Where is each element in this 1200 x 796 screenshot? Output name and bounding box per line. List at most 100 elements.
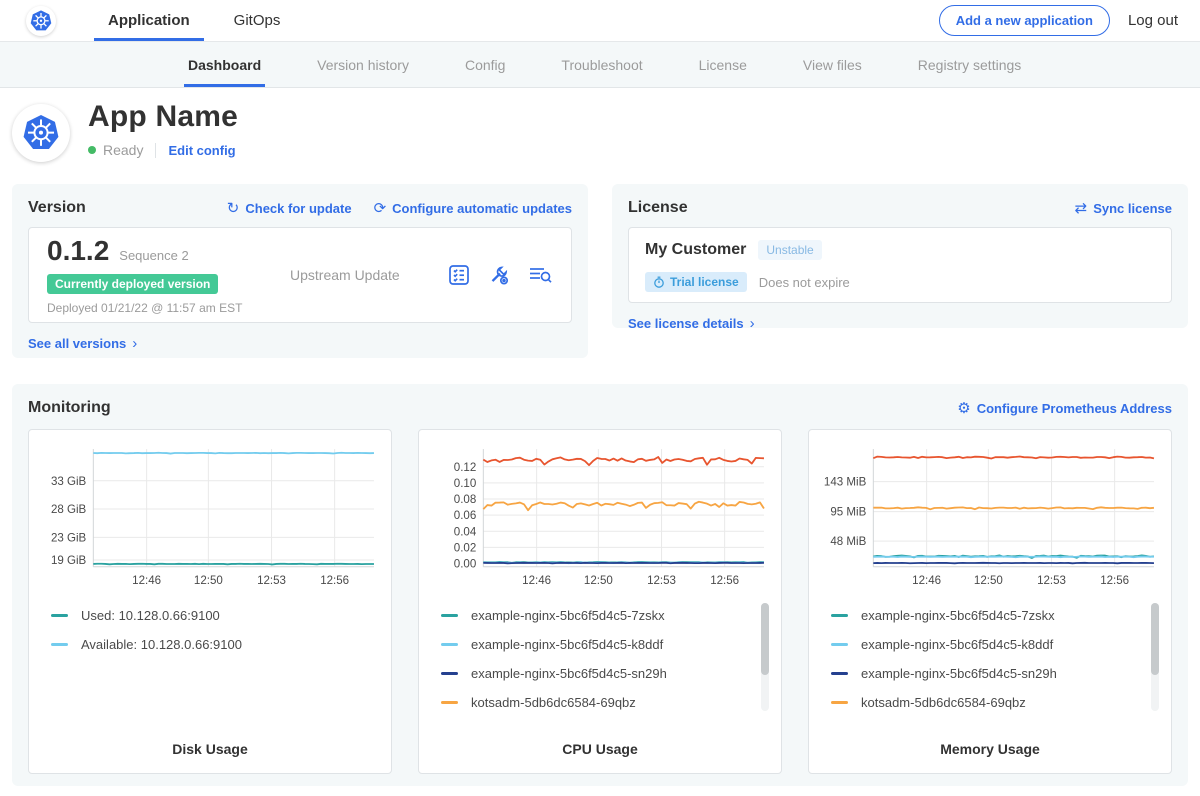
- configure-automatic-updates-link[interactable]: ⟳ Configure automatic updates: [374, 201, 572, 216]
- legend-item: example-nginx-5bc6f5d4c5-7zskx: [831, 601, 1161, 630]
- configure-automatic-updates-label: Configure automatic updates: [392, 200, 572, 216]
- svg-text:12:56: 12:56: [320, 575, 349, 587]
- legend-item: kotsadm-5db6dc6584-69qbz: [831, 688, 1161, 717]
- legend-scrollbar-thumb[interactable]: [761, 602, 769, 675]
- monitoring-title: Monitoring: [28, 399, 111, 416]
- legend-label: example-nginx-5bc6f5d4c5-7zskx: [471, 607, 665, 623]
- svg-text:12:50: 12:50: [974, 575, 1003, 587]
- cards-row: Version ↻ Check for update ⟳ Configure a…: [12, 184, 1188, 358]
- subnav-tab-version-history[interactable]: Version history: [317, 56, 409, 73]
- chevron-right-icon: ›: [132, 335, 138, 352]
- chart-plot-memory-usage: 143 MiB 95 MiB 48 MiB 12:46 12:50 12:53 12:56: [824, 449, 1155, 587]
- legend-item: example-nginx-5bc6f5d4c5-sn29h: [831, 659, 1161, 688]
- legend-scrollbar[interactable]: [1151, 602, 1159, 711]
- subnav-tab-view-files[interactable]: View files: [802, 56, 862, 73]
- version-number: 0.1.2: [47, 235, 110, 266]
- legend-swatch: [51, 613, 68, 617]
- chart-legend: example-nginx-5bc6f5d4c5-7zskx example-ng…: [429, 601, 771, 717]
- legend-scrollbar-thumb[interactable]: [1151, 602, 1159, 675]
- charts-row: 33 GiB 28 GiB 23 GiB 19 GiB 12:46 12:50 12:53 1…: [28, 429, 1172, 774]
- check-for-update-link[interactable]: ↻ Check for update: [227, 201, 352, 216]
- stopwatch-icon: [654, 276, 664, 288]
- svg-text:19 GiB: 19 GiB: [51, 555, 87, 567]
- chart-card-cpu-usage: 0.12 0.10 0.08 0.06 0.04 0.02 0.00 12:46 12:50 12…: [418, 429, 782, 774]
- legend-swatch: [441, 700, 458, 704]
- current-version-box: 0.1.2 Sequence 2 Currently deployed vers…: [28, 227, 572, 323]
- see-license-details-link[interactable]: See license details ›: [628, 316, 755, 331]
- legend-label: Available: 10.128.0.66:9100: [81, 636, 242, 652]
- svg-text:12:53: 12:53: [647, 575, 676, 587]
- legend-item: example-nginx-5bc6f5d4c5-sn29h: [441, 659, 771, 688]
- svg-text:12:50: 12:50: [584, 575, 613, 587]
- subnav-tab-dashboard[interactable]: Dashboard: [183, 42, 266, 87]
- subnav-tab-troubleshoot[interactable]: Troubleshoot: [561, 56, 643, 73]
- edit-config-link[interactable]: Edit config: [168, 142, 236, 158]
- logout-button[interactable]: Log out: [1127, 12, 1178, 29]
- svg-text:0.06: 0.06: [454, 510, 476, 522]
- svg-text:0.10: 0.10: [454, 478, 476, 490]
- page-title: App Name: [88, 100, 238, 133]
- subnav-tab-registry-settings[interactable]: Registry settings: [917, 56, 1022, 73]
- monitoring-section: Monitoring ⚙ Configure Prometheus Addres…: [12, 384, 1188, 786]
- legend-swatch: [831, 671, 848, 675]
- legend-swatch: [831, 613, 848, 617]
- chart-legend: Used: 10.128.0.66:9100 Available: 10.128.…: [39, 601, 381, 659]
- version-card: Version ↻ Check for update ⟳ Configure a…: [12, 184, 588, 358]
- legend-swatch: [831, 642, 848, 646]
- svg-text:0.04: 0.04: [454, 526, 477, 538]
- app-kubernetes-avatar-icon: [12, 104, 70, 162]
- license-info-box: My Customer Unstable Trial license Does …: [628, 227, 1172, 303]
- legend-label: example-nginx-5bc6f5d4c5-7zskx: [861, 607, 1055, 623]
- preflight-checks-icon[interactable]: [447, 263, 471, 287]
- legend-label: kotsadm-5db6dc6584-69qbz: [471, 694, 636, 710]
- chart-plot-disk-usage: 33 GiB 28 GiB 23 GiB 19 GiB 12:46 12:50 12:53 1…: [51, 449, 374, 587]
- topnav-tab-application[interactable]: Application: [94, 0, 204, 41]
- app-subnav: Dashboard Version history Config Troublesho…: [0, 42, 1200, 88]
- refresh-icon: ↻: [226, 199, 240, 217]
- license-card-title: License: [628, 199, 688, 216]
- legend-scrollbar[interactable]: [761, 602, 769, 711]
- svg-text:95 MiB: 95 MiB: [830, 507, 866, 519]
- version-source-label: Upstream Update: [290, 267, 400, 283]
- legend-swatch: [51, 642, 68, 646]
- legend-item: Used: 10.128.0.66:9100: [51, 601, 381, 630]
- legend-item: example-nginx-5bc6f5d4c5-k8ddf: [831, 630, 1161, 659]
- sync-icon: ⇄: [1074, 199, 1088, 217]
- customer-name: My Customer: [645, 241, 747, 258]
- kubernetes-icon[interactable]: [26, 5, 56, 36]
- channel-badge: Unstable: [758, 240, 822, 260]
- topnav-tabs: Application GitOps: [94, 0, 316, 41]
- svg-text:12:50: 12:50: [194, 575, 223, 587]
- svg-text:28 GiB: 28 GiB: [51, 504, 87, 516]
- trial-license-label: Trial license: [670, 275, 739, 289]
- svg-text:23 GiB: 23 GiB: [51, 532, 87, 544]
- deployed-timestamp: Deployed 01/21/22 @ 11:57 am EST: [47, 301, 243, 315]
- app-header: App Name Ready Edit config: [0, 88, 1200, 176]
- subnav-tab-license[interactable]: License: [698, 56, 747, 73]
- see-all-versions-label: See all versions: [28, 336, 127, 351]
- svg-text:12:46: 12:46: [912, 575, 941, 587]
- chevron-right-icon: ›: [749, 315, 755, 332]
- see-all-versions-link[interactable]: See all versions ›: [28, 336, 137, 351]
- configure-prometheus-link[interactable]: ⚙ Configure Prometheus Address: [957, 401, 1172, 416]
- svg-text:12:53: 12:53: [1037, 575, 1066, 587]
- chart-card-disk-usage: 33 GiB 28 GiB 23 GiB 19 GiB 12:46 12:50 12:53 1…: [28, 429, 392, 774]
- divider: [155, 142, 157, 158]
- add-application-button[interactable]: Add a new application: [938, 5, 1110, 36]
- svg-text:33 GiB: 33 GiB: [51, 476, 87, 488]
- sync-license-link[interactable]: ⇄ Sync license: [1075, 201, 1172, 216]
- legend-item: Available: 10.128.0.66:9100: [51, 630, 381, 659]
- subnav-tab-config[interactable]: Config: [464, 56, 506, 73]
- deploy-logs-icon[interactable]: [527, 263, 553, 287]
- svg-text:48 MiB: 48 MiB: [830, 536, 866, 548]
- chart-title-disk-usage: Disk Usage: [172, 741, 248, 757]
- config-wrench-icon[interactable]: [487, 263, 511, 287]
- svg-text:12:53: 12:53: [257, 575, 286, 587]
- legend-swatch: [831, 700, 848, 704]
- legend-swatch: [441, 613, 458, 617]
- legend-item: kotsadm-5db6dc6584-69qbz: [441, 688, 771, 717]
- legend-label: example-nginx-5bc6f5d4c5-sn29h: [861, 665, 1057, 681]
- topnav-tab-gitops[interactable]: GitOps: [233, 12, 281, 29]
- legend-label: example-nginx-5bc6f5d4c5-k8ddf: [471, 636, 664, 652]
- svg-text:12:56: 12:56: [710, 575, 739, 587]
